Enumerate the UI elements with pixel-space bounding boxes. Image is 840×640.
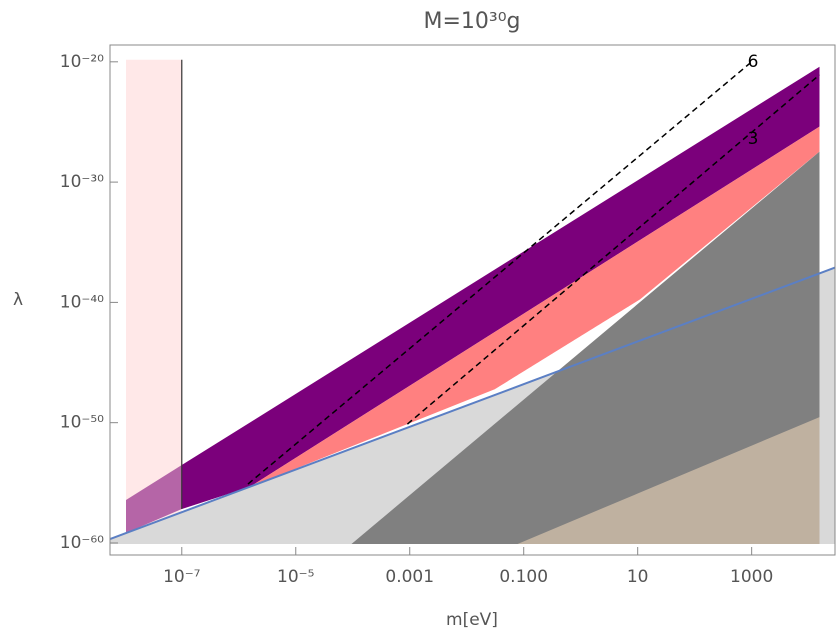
- x-tick-label: 10: [627, 567, 649, 587]
- frame: [109, 44, 836, 556]
- region: [126, 59, 182, 544]
- region: [517, 417, 820, 544]
- y-axis-label: λ: [13, 290, 23, 310]
- y-tick-label: 10⁻²⁰: [60, 52, 104, 72]
- contour-label: 3: [748, 129, 759, 149]
- y-tick-label: 10⁻⁶⁰: [60, 533, 104, 553]
- region: [126, 465, 182, 533]
- x-tick-label: 10⁻⁵: [277, 567, 314, 587]
- x-tick-label: 1000: [730, 567, 773, 587]
- plot-area: [109, 59, 836, 544]
- y-tick-label: 10⁻³⁰: [60, 172, 104, 192]
- y-tick-label: 10⁻⁴⁰: [60, 292, 104, 312]
- boundary-line: [109, 266, 836, 541]
- region: [249, 126, 820, 487]
- chart-title: M=10³⁰g: [423, 9, 520, 34]
- x-tick-label: 10⁻⁷: [163, 567, 201, 587]
- region: [494, 299, 641, 390]
- x-axis-label: m[eV]: [446, 610, 498, 630]
- region: [181, 66, 820, 510]
- y-tick-label: 10⁻⁵⁰: [60, 413, 104, 433]
- contour-line: [406, 74, 820, 425]
- x-tick-label: 0.001: [385, 567, 434, 587]
- contour-label: 6: [748, 52, 759, 72]
- x-tick-label: 0.100: [499, 567, 548, 587]
- region: [351, 151, 820, 544]
